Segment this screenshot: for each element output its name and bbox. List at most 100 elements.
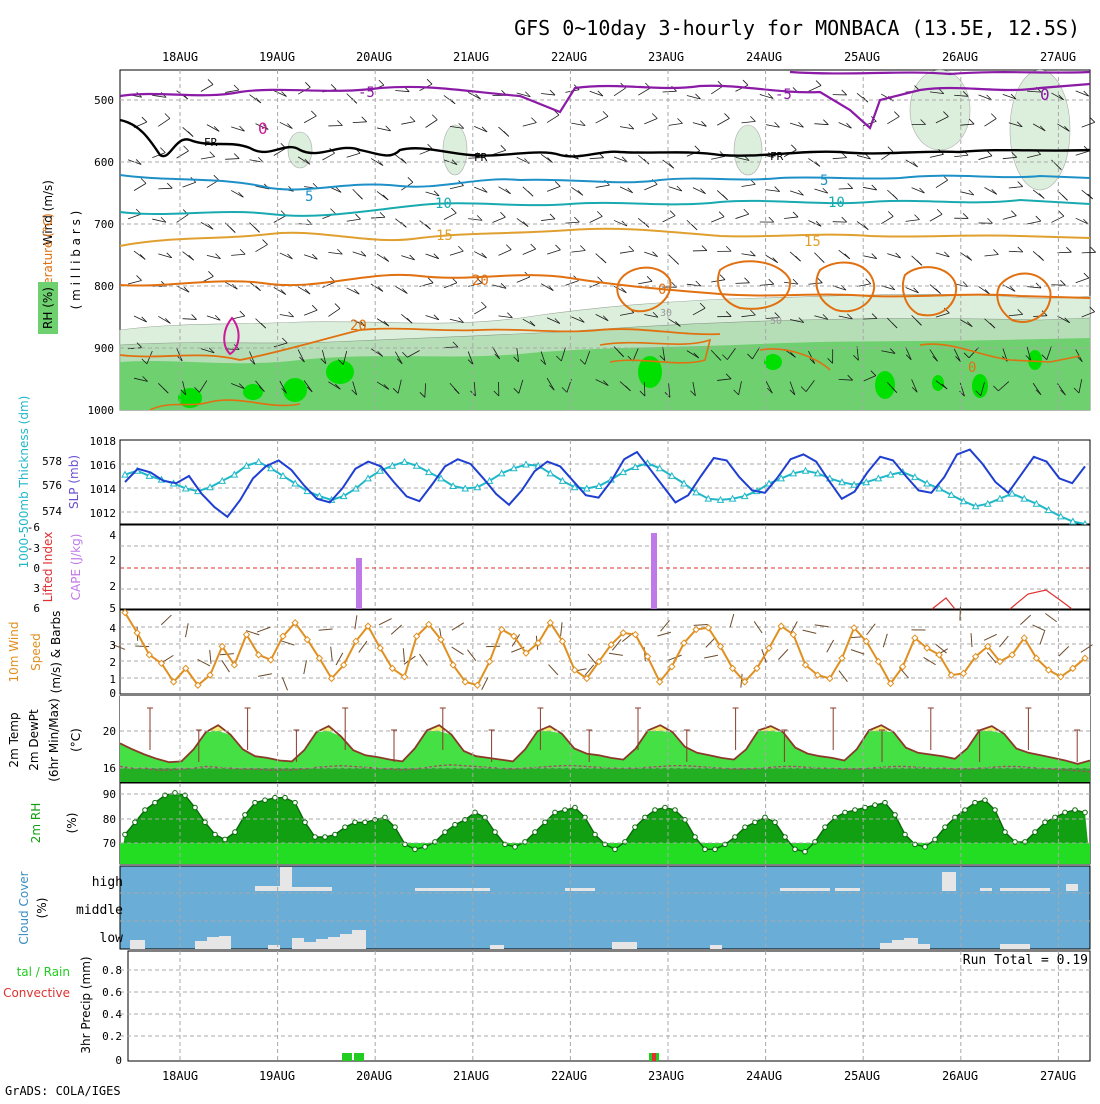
- rh2m-marker: [333, 832, 338, 837]
- thickness-tick: 576: [42, 479, 62, 492]
- wind-tick: 0: [109, 687, 116, 700]
- rh-blob: [932, 375, 944, 391]
- cloud-gap: [340, 934, 352, 949]
- contour-label-20: 20: [472, 273, 489, 289]
- temp-ylabel-2: 2m DewPt: [27, 709, 41, 771]
- rh2m-marker: [193, 805, 198, 810]
- temp-ylabel-4: (°C): [69, 728, 83, 752]
- top-date-label: 23AUG: [648, 50, 684, 64]
- precip-legend-conv: Convective: [3, 986, 70, 1000]
- li-tick: -3: [27, 542, 40, 555]
- contour-label-0: 0: [968, 360, 976, 376]
- rh2m-marker: [633, 825, 638, 830]
- precip-bar: [354, 1053, 364, 1061]
- cloud-gap: [880, 943, 892, 949]
- rh2m-marker: [263, 798, 268, 803]
- cloud-panel: high middle low Cloud Cover (%): [17, 866, 1090, 949]
- cloud-gap: [1000, 888, 1050, 891]
- cloud-gap: [835, 888, 860, 891]
- contour-label-20: 20: [350, 318, 367, 334]
- rh2m-marker: [673, 808, 678, 813]
- pressure-tick: 900: [94, 342, 114, 355]
- rh2m-marker: [823, 825, 828, 830]
- contour-label-0: 0: [258, 119, 268, 138]
- rh2m-marker: [873, 803, 878, 808]
- cloud-units: (%): [35, 898, 49, 919]
- cloud-gap: [130, 940, 145, 949]
- contour-label-rh50: 50: [770, 316, 782, 327]
- rh2m-marker: [903, 832, 908, 837]
- temp2m-panel: 20 16 2m Temp 2m DewPt (6hr Min/Max) (°C…: [7, 696, 1090, 782]
- cloud-gap: [195, 941, 207, 949]
- wind-tick: 2: [109, 656, 116, 669]
- rh2m-marker: [753, 820, 758, 825]
- rh2m-marker: [283, 795, 288, 800]
- upper-ylabel-units: ( m i l l i b a r s ): [69, 211, 83, 310]
- rh2m-marker: [423, 845, 428, 850]
- rh2m-marker: [493, 830, 498, 835]
- pressure-level-panel: -5 -5 0 0 FR FR FR 5 5 10 10 15 15 20 20…: [38, 70, 1096, 417]
- li-tick: 3: [33, 582, 40, 595]
- cloud-gap: [904, 938, 918, 949]
- precip-legend-total: tal / Rain: [17, 965, 70, 979]
- cloud-gap: [980, 888, 992, 891]
- contour-label-fr: FR: [474, 151, 488, 164]
- bottom-date-label: 24AUG: [746, 1069, 782, 1083]
- top-date-label: 18AUG: [162, 50, 198, 64]
- rh2m-marker: [743, 825, 748, 830]
- cloud-gap: [328, 937, 340, 949]
- contour-label-10: 10: [828, 195, 845, 211]
- thickness-tick: 578: [42, 455, 62, 468]
- wind-ylabel-1: 10m Wind: [7, 622, 21, 683]
- cape-ticks: 4 2 2 5: [109, 529, 116, 615]
- rh2m-marker: [433, 840, 438, 845]
- rh2m-marker: [553, 810, 558, 815]
- cape-tick: 4: [109, 529, 116, 542]
- bottom-date-label: 21AUG: [453, 1069, 489, 1083]
- rh2m-panel: 90 80 70 2m RH (%): [29, 783, 1090, 864]
- rh2m-marker: [683, 818, 688, 823]
- wind-barb-aloft: [1057, 252, 1071, 253]
- rh2m-marker: [303, 820, 308, 825]
- cloud-gap: [292, 938, 304, 949]
- slp-tick: 1016: [90, 459, 117, 472]
- rh2m-marker: [703, 847, 708, 852]
- rh2m-marker: [203, 820, 208, 825]
- run-total-label: Run Total = 0.19: [963, 953, 1088, 968]
- rh2m-marker: [853, 808, 858, 813]
- rh2m-marker: [663, 805, 668, 810]
- contour-label-10: 10: [435, 196, 452, 212]
- rh2m-marker: [563, 808, 568, 813]
- rh2m-marker: [1023, 840, 1028, 845]
- rh2m-marker: [1073, 808, 1078, 813]
- wind-barb-aloft-flag: [1090, 117, 1095, 122]
- cape-ylabel: CAPE (J/kg): [69, 534, 83, 601]
- cloud-gap: [612, 942, 637, 949]
- thickness-tick: 574: [42, 505, 62, 518]
- temp-fill: [120, 696, 1090, 782]
- li-tick: -6: [27, 521, 40, 534]
- top-date-label: 21AUG: [453, 50, 489, 64]
- slp-tick: 1018: [90, 435, 117, 448]
- cloud-gap: [565, 888, 595, 891]
- panel-frame: [128, 951, 1090, 1061]
- rh2m-marker: [923, 845, 928, 850]
- pressure-tick: 500: [94, 94, 114, 107]
- rh2m-marker: [1013, 840, 1018, 845]
- contour-label-0: 0: [1040, 85, 1050, 104]
- top-date-label: 24AUG: [746, 50, 782, 64]
- cloud-gap: [1066, 884, 1078, 891]
- precip-tick: 0.8: [102, 964, 122, 977]
- rh2m-marker: [313, 835, 318, 840]
- rh2m-marker: [793, 847, 798, 852]
- precip-ticks: 0.8 0.6 0.4 0.2 0: [102, 964, 122, 1067]
- temp-ylabel-3: (6hr Min/Max): [47, 698, 61, 782]
- top-date-label: 20AUG: [356, 50, 392, 64]
- contour-label-15: 15: [436, 228, 453, 244]
- rh-blob: [875, 371, 895, 399]
- wind-panel: 4 3 2 1 0 10m Wind Speed (m/s) & Barbs: [7, 607, 1093, 700]
- cape-bar: [651, 533, 657, 609]
- pressure-tick: 600: [94, 156, 114, 169]
- temp-tick: 20: [103, 725, 116, 738]
